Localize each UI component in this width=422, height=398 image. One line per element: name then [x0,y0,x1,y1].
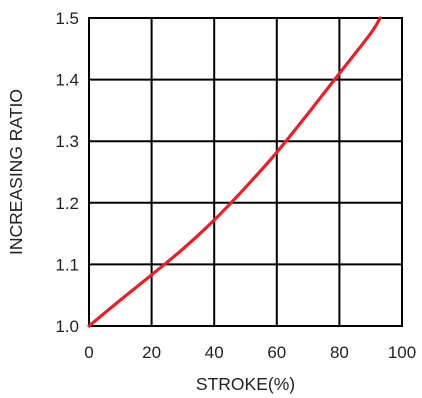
x-tick-label: 80 [330,343,349,362]
x-axis-title: STROKE(%) [196,374,295,394]
x-tick-label: 100 [388,343,416,362]
y-tick-labels: 1.0 1.1 1.2 1.3 1.4 1.5 [55,9,79,336]
grid-lines [89,18,402,326]
y-tick-label: 1.2 [55,194,79,213]
y-tick-label: 1.4 [55,71,79,90]
x-tick-label: 0 [84,343,93,362]
x-tick-label: 20 [142,343,161,362]
y-axis-title: INCREASING RATIO [6,89,26,255]
y-tick-label: 1.5 [55,9,79,28]
x-tick-label: 40 [205,343,224,362]
y-tick-label: 1.1 [55,255,79,274]
y-tick-label: 1.3 [55,132,79,151]
y-tick-label: 1.0 [55,317,79,336]
x-tick-labels: 0 20 40 60 80 100 [84,343,416,362]
plot-frame [88,17,403,327]
x-tick-label: 60 [267,343,286,362]
series-layer [87,16,382,328]
series-line-0 [87,16,382,328]
